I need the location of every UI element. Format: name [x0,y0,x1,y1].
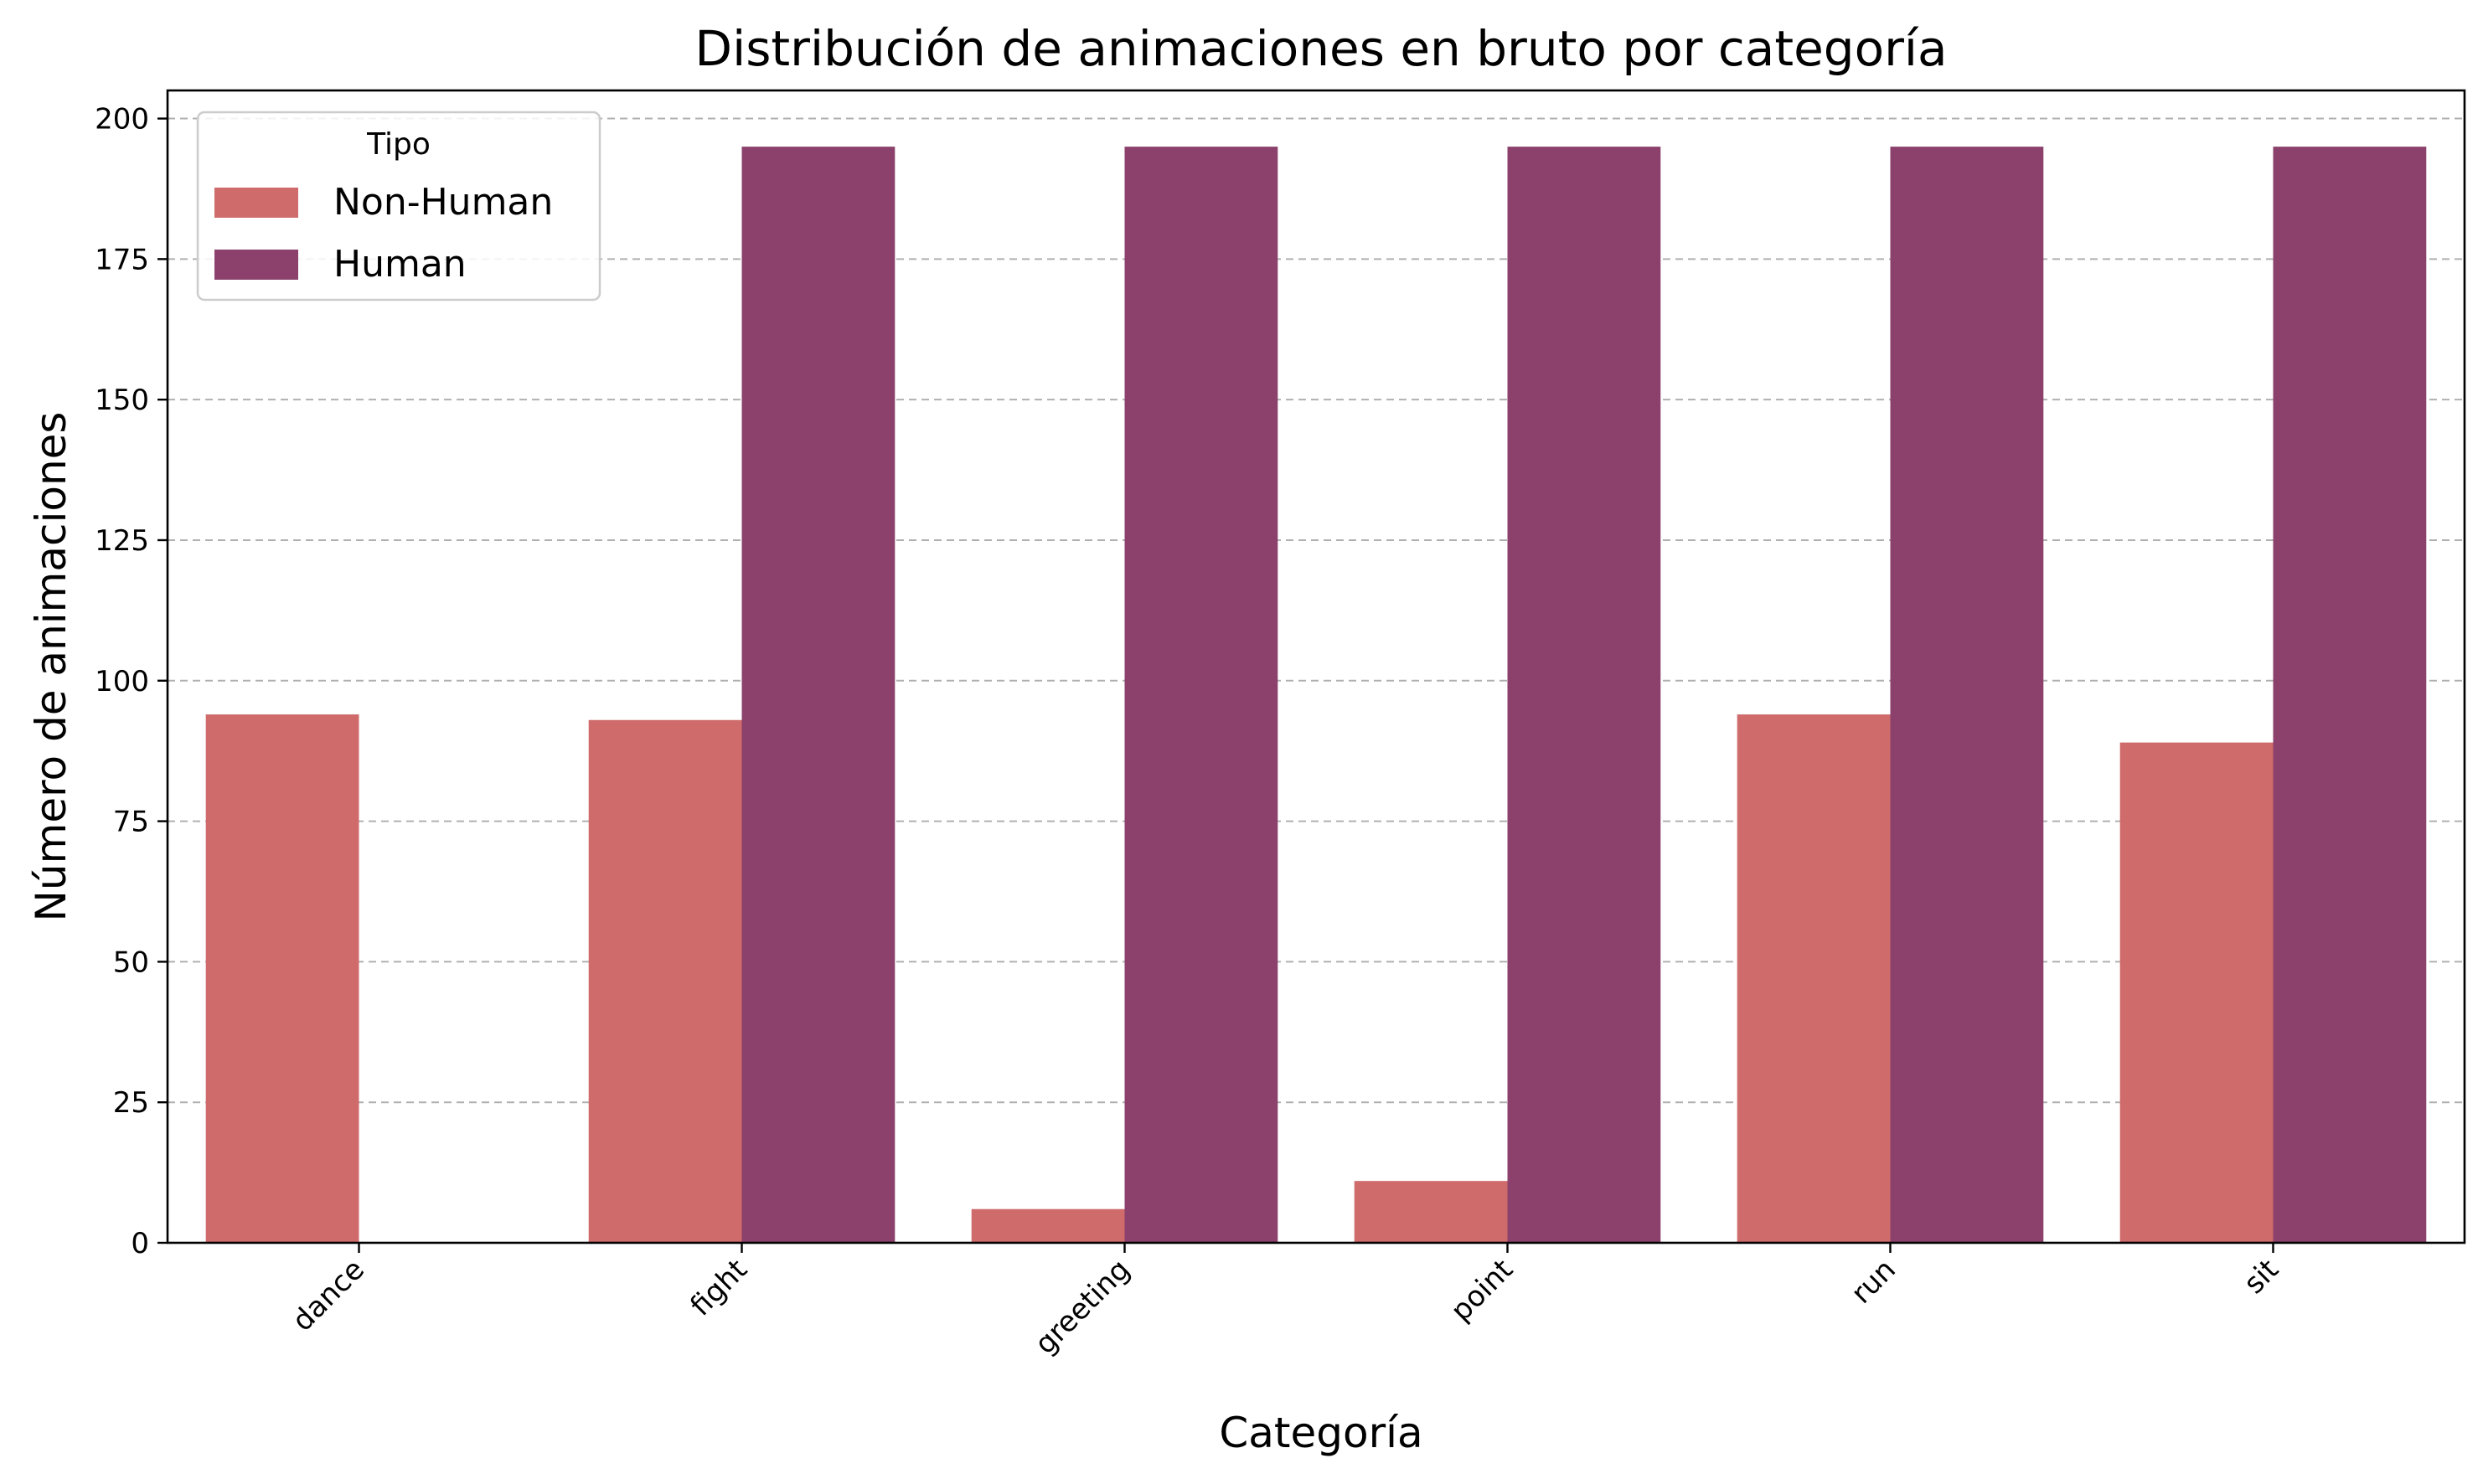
bar-non-human-dance [205,714,359,1243]
bar-non-human-point [1354,1181,1508,1243]
legend-swatch-human [214,250,298,280]
y-tick-label-75: 75 [113,806,149,839]
y-tick-label-25: 25 [113,1086,149,1120]
bar-human-sit [2273,147,2427,1243]
chart-title: Distribución de animaciones en bruto por… [694,20,1947,77]
y-tick-label-0: 0 [131,1227,149,1260]
x-axis-ticks: dance fight greeting point run sit [286,1243,2285,1361]
y-tick-label-150: 150 [95,384,149,417]
y-tick-label-200: 200 [95,103,149,137]
y-tick-label-100: 100 [95,665,149,698]
legend-label-human: Human [333,243,467,286]
legend-swatch-non-human [214,188,298,218]
grid-lines [168,117,2465,1244]
bar-human-fight [741,147,896,1243]
bars [205,147,2427,1243]
y-axis-label: Número de animaciones [27,412,75,922]
bar-human-greeting [1124,147,1278,1243]
x-axis-label: Categoría [1219,1409,1422,1457]
bar-non-human-sit [2119,742,2274,1243]
x-tick-label-fight: fight [684,1253,754,1322]
bar-non-human-fight [588,719,742,1243]
y-tick-label-50: 50 [113,946,149,979]
bar-human-run [1890,147,2044,1243]
bar-non-human-greeting [971,1208,1125,1243]
legend-label-non-human: Non-Human [333,181,553,224]
bar-human-point [1507,147,1661,1243]
legend: Tipo Non-Human Human [196,111,601,301]
plot-frame [166,89,2466,1244]
y-tick-label-175: 175 [95,243,149,276]
x-tick-label-run: run [1845,1253,1902,1311]
x-tick-label-point: point [1444,1253,1520,1328]
bar-non-human-run [1737,714,1891,1243]
x-tick-label-dance: dance [286,1253,371,1338]
x-tick-label-greeting: greeting [1029,1253,1137,1361]
x-tick-label-sit: sit [2238,1253,2285,1301]
legend-title: Tipo [366,127,431,162]
y-axis-ticks: 0 25 50 75 100 125 150 175 200 [95,103,168,1260]
y-tick-label-125: 125 [95,524,149,558]
